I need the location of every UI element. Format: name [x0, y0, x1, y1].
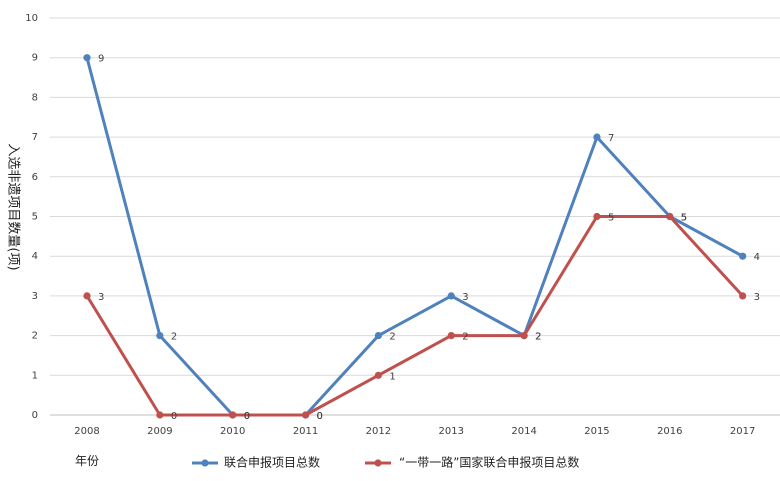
legend-swatch-marker-2	[374, 459, 382, 467]
x-tick-label: 2014	[511, 426, 536, 437]
x-axis-label: 年份	[75, 454, 99, 468]
series-2-point	[739, 292, 747, 300]
series-1-point	[739, 252, 747, 260]
y-tick-label: 5	[32, 212, 38, 223]
series-1-data-label: 0	[244, 411, 250, 422]
y-tick-label: 1	[32, 370, 38, 381]
series-2-point	[520, 332, 528, 340]
series-line-1	[85, 56, 745, 417]
y-tick-label: 10	[25, 13, 38, 24]
x-tick-label: 2017	[730, 426, 755, 437]
legend-swatch-marker-1	[201, 459, 209, 467]
x-tick-label: 2008	[74, 426, 99, 437]
gridlines	[50, 17, 780, 416]
series-2-data-label: 0	[244, 411, 250, 422]
series-1-data-label: 5	[681, 213, 687, 224]
series-2-point	[156, 411, 164, 419]
x-tick-label: 2015	[584, 426, 609, 437]
series-2-data-label: 3	[754, 292, 760, 303]
series-2-point	[593, 212, 601, 221]
series-line-2	[85, 215, 745, 417]
y-tick-label: 0	[32, 410, 38, 421]
y-tick-label: 4	[32, 251, 38, 262]
y-tick-label: 8	[32, 92, 38, 103]
series-1-data-label: 4	[754, 252, 760, 263]
series-2-data-label: 2	[462, 332, 468, 343]
y-tick-label: 3	[32, 291, 38, 302]
series-2-data-label: 0	[171, 411, 177, 422]
series-2-point	[229, 411, 237, 419]
series-1-point	[83, 54, 91, 62]
y-tick-label: 7	[32, 132, 38, 143]
x-tick-label: 2010	[220, 426, 245, 437]
series-lines	[83, 54, 747, 419]
legend-label-2: “一带一路”国家联合申报项目总数	[399, 455, 579, 470]
series-2-data-label: 1	[389, 371, 395, 382]
x-tick-label: 2011	[293, 426, 318, 437]
series-2-point	[301, 411, 310, 419]
series-2-point	[447, 332, 455, 340]
series-1-data-label: 3	[462, 292, 468, 303]
x-tick-label: 2012	[366, 426, 391, 437]
x-axis-ticks: 2008 2009 2010 2011 2012 2013 2014 2015 2016 2017	[74, 426, 755, 437]
x-tick-label: 2009	[147, 426, 172, 437]
series-2-point	[666, 212, 674, 221]
y-tick-label: 6	[32, 172, 38, 183]
series-1-point	[374, 332, 382, 340]
series-2-data-label: 5	[608, 213, 614, 224]
series-2-data-label: 3	[98, 292, 104, 303]
series-2-point	[83, 292, 91, 300]
y-tick-label: 2	[32, 331, 38, 342]
x-tick-label: 2013	[439, 426, 464, 437]
series-2-data-label: 0	[317, 411, 323, 422]
series-2-point	[374, 371, 382, 379]
legend: 联合申报项目总数 “一带一路”国家联合申报项目总数	[192, 455, 579, 470]
series-1-data-label: 9	[98, 54, 104, 65]
series-1-point	[156, 332, 164, 340]
y-axis-label: 入选非遗项目数量(项)	[6, 143, 21, 270]
legend-label-1: 联合申报项目总数	[224, 455, 320, 470]
series-1-data-label: 2	[171, 332, 177, 343]
y-tick-label: 9	[32, 53, 38, 64]
series-1-data-label: 7	[608, 133, 614, 144]
series-1-data-label: 2	[389, 332, 395, 343]
series-1-data-label: 0	[317, 411, 323, 422]
y-axis-ticks: 0 1 2 3 4 5 6 7 8 9 10	[25, 13, 38, 421]
series-1-point	[593, 133, 601, 141]
series-2-data-label: 5	[681, 213, 687, 224]
series-1-point	[447, 292, 455, 300]
series-2-data-label: 2	[535, 332, 541, 343]
series-1-data-label: 2	[535, 332, 541, 343]
x-tick-label: 2016	[657, 426, 682, 437]
